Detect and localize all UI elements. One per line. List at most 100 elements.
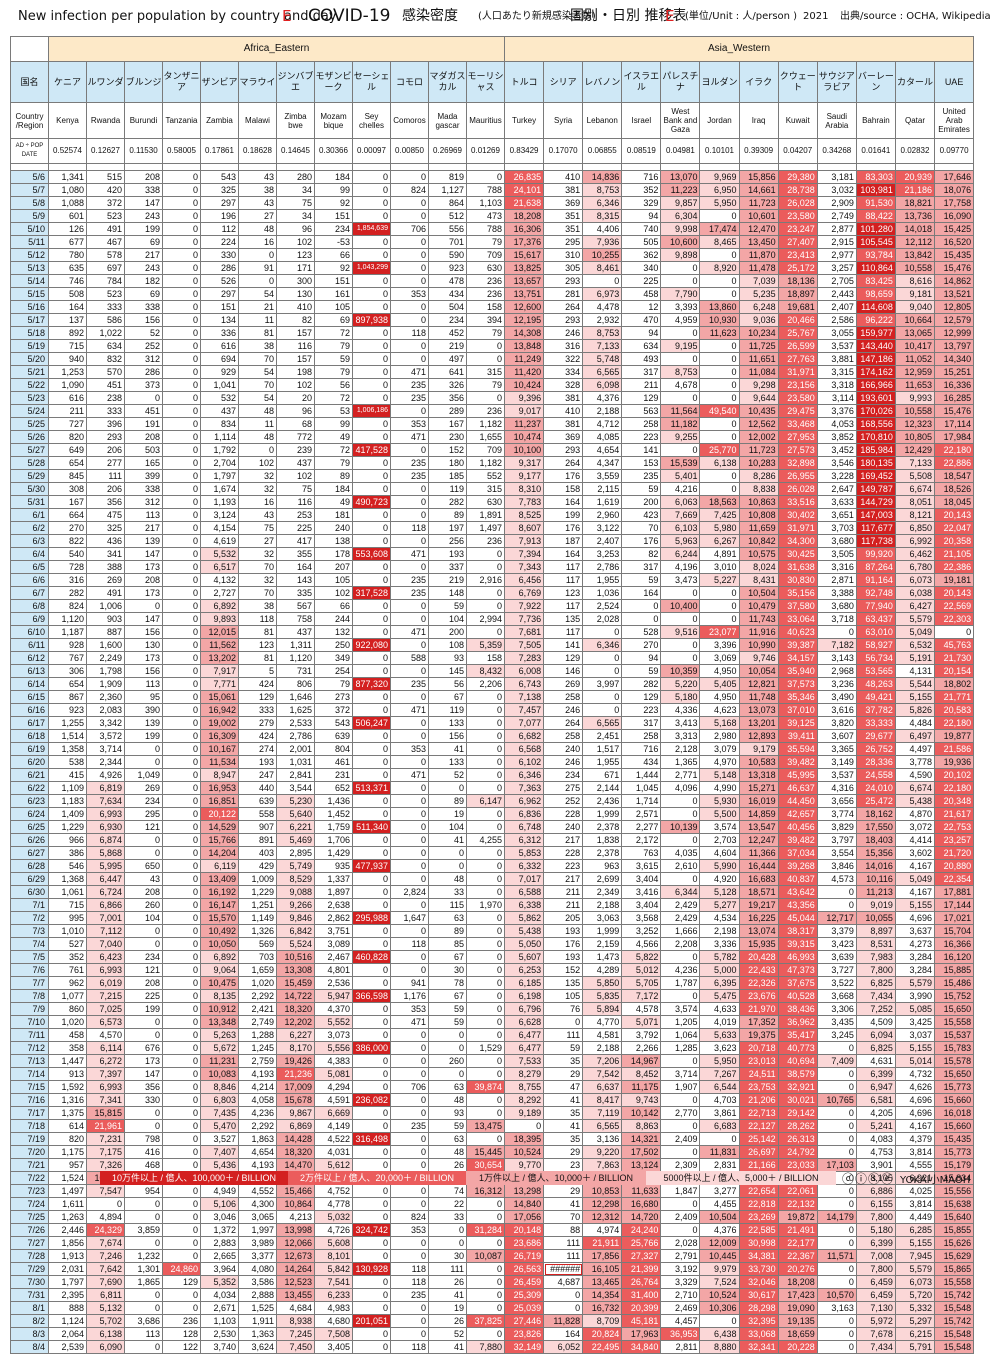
table-row: 7/8 1,077 7,215 225 0 8,135 2,292 14,722 5,947 36…	[10, 989, 975, 1003]
value-cell: 0	[466, 859, 505, 873]
table-row: 6/5 728 388 173 0 6,517 70 164 207 0 0 337 0 7,343 117…	[10, 560, 975, 574]
value-cell: 40,456	[777, 820, 818, 834]
value-cell: 650	[124, 859, 163, 873]
value-cell: 10,664	[894, 313, 936, 327]
value-cell: 3,413	[660, 716, 701, 730]
value-cell: 23,826	[503, 1327, 545, 1341]
value-cell: 5,014	[894, 1054, 936, 1068]
value-cell: 185,984	[855, 443, 896, 457]
value-cell: 1,205	[660, 1015, 701, 1029]
value-cell: 0	[124, 755, 163, 769]
value-cell: 6,063	[660, 495, 701, 509]
value-cell: 7,025	[86, 1002, 125, 1016]
value-cell: 6,674	[894, 781, 936, 795]
value-cell: 48,263	[855, 677, 896, 691]
value-cell: 258	[543, 729, 584, 743]
table-row: 6/26 966 6,874 0 0 15,766 891 5,469 1,706 0 0 41 4,2…	[10, 833, 975, 847]
value-cell: 12	[621, 300, 662, 314]
value-cell: 147	[124, 612, 163, 626]
value-cell: 3,544	[276, 781, 315, 795]
value-cell: 0	[352, 196, 391, 210]
value-cell: 0	[352, 287, 391, 301]
value-cell: 505	[621, 235, 662, 249]
value-cell: 6,973	[582, 287, 623, 301]
value-cell: 396	[86, 417, 125, 431]
table-row: 5/15 508 523 69 0 297 54 130 161 0 353 434 236 13,751…	[10, 287, 975, 301]
value-cell: 6,724	[86, 885, 125, 899]
value-cell: 37,034	[777, 846, 818, 860]
value-cell: 7,678	[855, 1327, 896, 1341]
country-name-jp: イスラエル	[621, 61, 662, 103]
value-cell: 0	[466, 937, 505, 951]
value-cell: 6,930	[86, 820, 125, 834]
value-cell: 1,529	[466, 1041, 505, 1055]
value-cell: 0	[352, 1210, 391, 1224]
country-en-row: Country /Region Kenya Rwanda Burundi Tanzani…	[10, 102, 975, 139]
value-cell: 697	[86, 261, 125, 275]
value-cell: 15,626	[934, 1236, 975, 1250]
value-cell: 59	[428, 1015, 467, 1029]
value-cell: 26,955	[777, 469, 818, 483]
value-cell: 193,601	[855, 391, 896, 405]
value-cell: 9,969	[699, 170, 740, 184]
value-cell: 15,783	[934, 1041, 975, 1055]
value-cell: 15,834	[934, 1171, 975, 1185]
value-cell: 10,359	[660, 664, 701, 678]
value-cell: 22,354	[934, 872, 975, 886]
value-cell: 45,763	[934, 638, 975, 652]
value-cell: 14,720	[621, 1210, 662, 1224]
value-cell: 3,032	[816, 183, 857, 197]
value-cell: 0	[162, 1002, 201, 1016]
value-cell: 0	[466, 885, 505, 899]
value-cell: 358	[48, 1041, 87, 1055]
value-cell: 254	[314, 664, 353, 678]
value-cell: 7,434	[855, 989, 896, 1003]
value-cell: 14,428	[276, 1132, 315, 1146]
value-cell: 325	[200, 183, 239, 197]
value-cell: 13,521	[934, 287, 975, 301]
value-cell: 362	[621, 248, 662, 262]
value-cell: 2,436	[582, 794, 623, 808]
value-cell: 3,680	[816, 599, 857, 613]
value-cell: 5,950	[699, 196, 740, 210]
value-cell: 3,718	[816, 612, 857, 626]
value-cell: 269	[124, 781, 163, 795]
value-cell: 3,379	[816, 924, 857, 938]
value-cell: 2,671	[200, 1301, 239, 1315]
value-cell: 0	[428, 859, 467, 873]
value-cell: 0	[428, 1223, 467, 1237]
value-cell: 6,825	[855, 976, 896, 990]
value-cell: 235	[390, 573, 429, 587]
value-cell: 59	[621, 664, 662, 678]
value-cell: 79	[466, 235, 505, 249]
value-cell: 0	[162, 690, 201, 704]
value-cell: 3,633	[816, 495, 857, 509]
spacer-cell	[855, 163, 896, 171]
value-cell: 17,021	[934, 911, 975, 925]
table-row: 5/10 126 491 199 0 112 48 96 234 1,854,639 706 556 7…	[10, 222, 975, 236]
value-cell: 0	[352, 573, 391, 587]
value-cell: 4,770	[582, 1015, 623, 1029]
country-name-en: Mada gascar	[428, 102, 467, 139]
table-row: 7/3 1,010 7,112 0 0 10,492 1,326 6,842 3,751 0 0 89…	[10, 924, 975, 938]
table-row: 7/6 761 6,993 121 0 9,064 1,659 13,308 4,801 0 0 30…	[10, 963, 975, 977]
value-cell: 0	[352, 898, 391, 912]
value-cell: 1,913	[48, 1249, 87, 1263]
value-cell: 16,120	[934, 950, 975, 964]
value-cell: 0	[162, 625, 201, 639]
value-cell: 3,315	[816, 365, 857, 379]
value-cell: 804	[314, 742, 353, 756]
value-cell: 7,435	[200, 1106, 239, 1120]
value-cell: 0	[660, 443, 701, 457]
value-cell: 151	[314, 274, 353, 288]
value-cell: 37,573	[777, 677, 818, 691]
value-cell: 4,376	[582, 391, 623, 405]
value-cell: 63	[428, 911, 467, 925]
value-cell: 6,423	[86, 950, 125, 964]
value-cell: 167	[428, 417, 467, 431]
value-cell: 21,961	[86, 1119, 125, 1133]
value-cell: 274	[238, 742, 277, 756]
population-value: 0.34268	[816, 138, 857, 164]
value-cell: 0	[816, 1145, 857, 1159]
value-cell: 29,475	[777, 404, 818, 418]
